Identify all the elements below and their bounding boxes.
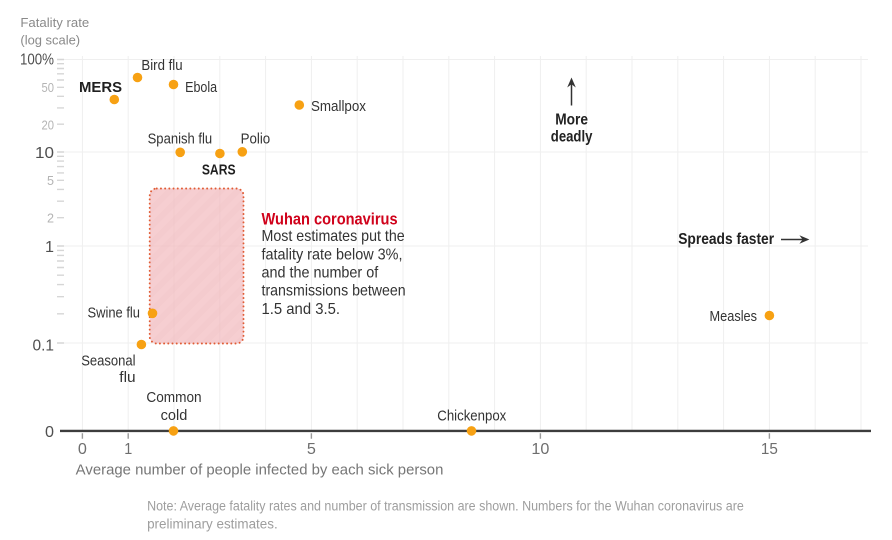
svg-text:Polio: Polio (241, 130, 271, 147)
svg-text:10: 10 (531, 441, 549, 458)
svg-text:Swine flu: Swine flu (88, 304, 141, 321)
svg-text:Most estimates put the: Most estimates put the (262, 228, 405, 245)
svg-text:1: 1 (45, 239, 54, 256)
svg-text:fatality rate below 3%,: fatality rate below 3%, (262, 246, 403, 263)
svg-text:Wuhan coronavirus: Wuhan coronavirus (262, 211, 398, 229)
svg-text:100%: 100% (20, 51, 54, 68)
svg-text:Bird flu: Bird flu (141, 57, 182, 74)
svg-text:Average number of people infec: Average number of people infected by eac… (76, 463, 444, 479)
svg-text:More: More (555, 112, 588, 129)
svg-text:0.1: 0.1 (33, 338, 55, 355)
svg-text:1: 1 (124, 441, 132, 458)
svg-text:50: 50 (42, 80, 55, 95)
svg-text:15: 15 (761, 441, 778, 458)
svg-text:flu: flu (119, 369, 135, 386)
svg-text:0: 0 (45, 424, 54, 441)
svg-text:Spreads faster: Spreads faster (678, 231, 774, 248)
svg-text:Seasonal: Seasonal (81, 353, 135, 370)
svg-text:preliminary estimates.: preliminary estimates. (147, 517, 278, 532)
svg-text:Fatality rate: Fatality rate (20, 15, 89, 30)
svg-text:Ebola: Ebola (185, 79, 218, 96)
svg-text:1.5 and 3.5.: 1.5 and 3.5. (262, 301, 341, 318)
svg-text:Note: Average fatality rates a: Note: Average fatality rates and number … (147, 498, 744, 513)
svg-text:Smallpox: Smallpox (311, 98, 366, 115)
svg-text:deadly: deadly (551, 128, 593, 145)
svg-text:Spanish flu: Spanish flu (148, 130, 213, 147)
svg-text:cold: cold (161, 407, 188, 424)
svg-text:Common: Common (146, 389, 201, 406)
svg-text:and the number of: and the number of (262, 265, 379, 282)
svg-text:transmissions between: transmissions between (262, 283, 406, 300)
svg-text:5: 5 (307, 441, 316, 458)
svg-text:10: 10 (35, 145, 54, 162)
svg-text:Measles: Measles (710, 308, 758, 325)
svg-text:(log scale): (log scale) (20, 32, 80, 47)
svg-text:0: 0 (78, 441, 87, 458)
svg-text:2: 2 (47, 211, 54, 226)
svg-text:Chickenpox: Chickenpox (437, 407, 506, 424)
svg-text:5: 5 (47, 173, 54, 188)
svg-text:MERS: MERS (79, 79, 122, 96)
svg-text:SARS: SARS (202, 161, 236, 178)
svg-text:20: 20 (42, 117, 55, 132)
